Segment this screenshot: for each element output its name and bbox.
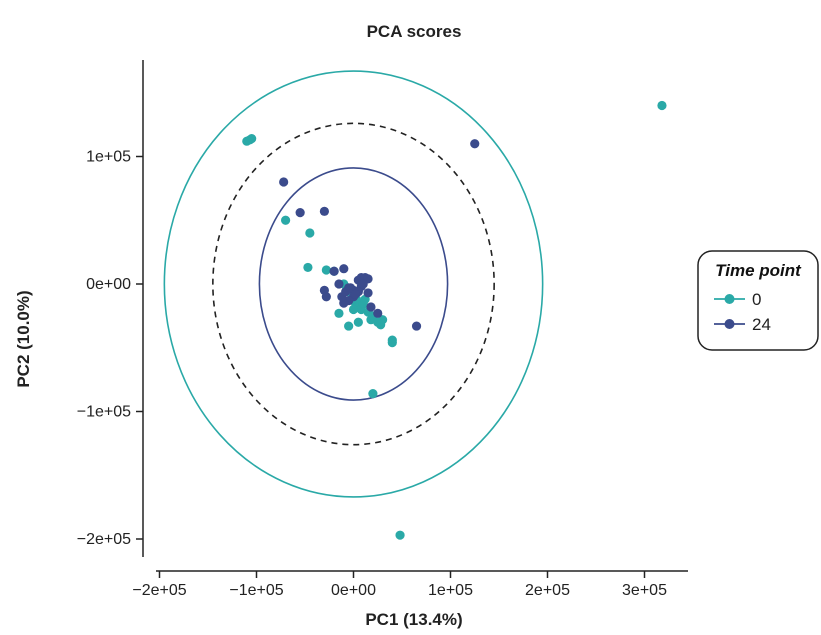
y-axis-title: PC2 (10.0%) xyxy=(14,290,33,387)
point-series-24-4 xyxy=(329,266,339,276)
confidence-ellipses xyxy=(163,70,544,498)
legend-label-24: 24 xyxy=(752,315,771,334)
legend-label-0: 0 xyxy=(752,290,761,309)
point-series-24-2 xyxy=(295,208,305,218)
x-axis-ticks: −2e+05 −1e+05 0e+00 1e+05 2e+05 3e+05 xyxy=(132,571,667,599)
point-series-0-29 xyxy=(348,304,359,315)
point-series-0-6 xyxy=(303,262,313,273)
x-tick-label: −2e+05 xyxy=(132,582,186,599)
ellipse-dashed-1 xyxy=(212,122,495,446)
point-series-0-3 xyxy=(247,134,257,144)
point-series-24-25 xyxy=(411,321,422,331)
x-tick-label: 3e+05 xyxy=(622,582,667,599)
legend-marker-24 xyxy=(724,319,735,329)
point-series-0-27 xyxy=(334,308,344,318)
point-series-0-22 xyxy=(378,315,388,325)
point-series-0-4 xyxy=(281,215,291,225)
point-series-24-24 xyxy=(373,308,383,318)
point-series-24-27 xyxy=(321,292,331,302)
point-series-0-7 xyxy=(321,265,331,275)
point-series-24-23 xyxy=(366,302,376,312)
x-tick-label: 0e+00 xyxy=(331,582,376,599)
point-series-24-22 xyxy=(350,289,361,299)
y-tick-label: 0e+00 xyxy=(86,276,131,293)
point-series-24-21 xyxy=(345,283,356,293)
point-series-0-30 xyxy=(353,317,363,327)
point-series-0-28 xyxy=(344,321,354,331)
legend: Time point 024 xyxy=(697,250,819,351)
x-tick-label: 1e+05 xyxy=(428,582,473,599)
y-axis-ticks: −2e+05 −1e+05 0e+00 1e+05 xyxy=(77,149,143,548)
point-series-24-6 xyxy=(334,279,344,289)
x-axis-title: PC1 (13.4%) xyxy=(365,610,462,629)
point-series-0-5 xyxy=(305,228,315,238)
x-tick-label: 2e+05 xyxy=(525,582,570,599)
legend-marker-0 xyxy=(724,294,735,304)
point-series-24-28 xyxy=(363,288,373,298)
point-series-24-0 xyxy=(470,139,480,149)
chart-title: PCA scores xyxy=(367,22,462,41)
y-tick-label: −2e+05 xyxy=(77,531,131,548)
point-series-0-24 xyxy=(387,338,397,348)
point-series-0-26 xyxy=(395,530,405,540)
point-series-0-0 xyxy=(657,100,667,111)
legend-items: 024 xyxy=(714,290,771,334)
ellipse-solid-2 xyxy=(258,167,449,401)
point-series-24-3 xyxy=(319,206,329,216)
point-series-0-25 xyxy=(368,389,378,399)
legend-title: Time point xyxy=(715,261,802,280)
y-tick-label: 1e+05 xyxy=(86,149,131,166)
data-points xyxy=(242,100,667,540)
point-series-24-5 xyxy=(339,264,349,274)
ellipse-solid-0 xyxy=(163,70,544,498)
x-tick-label: −1e+05 xyxy=(229,582,283,599)
y-tick-label: −1e+05 xyxy=(77,404,131,421)
point-series-24-1 xyxy=(279,177,289,187)
point-series-24-29 xyxy=(358,279,368,289)
point-series-0-31 xyxy=(358,298,368,308)
